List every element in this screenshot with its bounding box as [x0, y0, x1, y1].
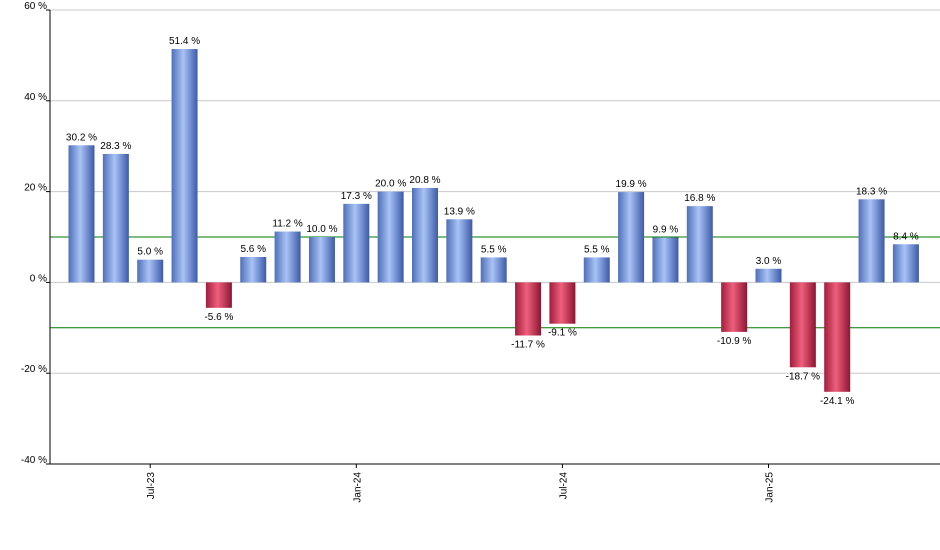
x-tick-label: Jul-24 [558, 472, 569, 500]
bar [171, 49, 198, 283]
bar [205, 282, 232, 308]
bar [137, 259, 164, 283]
data-label: 30.2 % [66, 132, 97, 143]
x-tick-label: Jul-23 [146, 472, 157, 500]
data-label: -9.1 % [548, 328, 577, 339]
bar [446, 219, 473, 283]
data-label: 17.3 % [341, 191, 372, 202]
bar [274, 231, 301, 283]
bar [549, 282, 576, 324]
y-tick-label: 40 % [24, 92, 47, 103]
data-label: 3.0 % [756, 256, 782, 267]
data-label: 5.5 % [481, 244, 507, 255]
axes: 60 % 40 % 20 % 0 % -20 % -40 % Jul-23 Jan-24 Jul… [21, 1, 940, 503]
data-label: -5.6 % [204, 312, 233, 323]
data-label: -10.9 % [717, 336, 752, 347]
y-tick-label: 20 % [24, 183, 47, 194]
bar [412, 187, 438, 283]
bar [343, 203, 370, 283]
bar [686, 206, 713, 283]
bar [240, 256, 267, 283]
bar [824, 282, 851, 392]
data-label: -11.7 % [511, 340, 545, 351]
bar [721, 282, 748, 332]
data-label: 8.4 % [893, 231, 919, 242]
data-label: -24.1 % [820, 396, 855, 407]
data-label: 28.3 % [100, 141, 131, 152]
data-label: 13.9 % [444, 206, 475, 217]
data-label: 18.3 % [856, 186, 887, 197]
data-label: -18.7 % [786, 371, 821, 382]
y-tick-label: 0 % [30, 273, 47, 284]
data-label: 16.8 % [684, 193, 715, 204]
bar [480, 257, 507, 283]
y-tick-label: -20 % [21, 364, 47, 375]
data-label: 51.4 % [169, 36, 200, 47]
bar [68, 145, 95, 283]
data-label: 11.2 % [272, 219, 302, 230]
bar [858, 199, 885, 283]
data-label: 5.6 % [240, 244, 266, 255]
data-label: 5.0 % [137, 247, 163, 258]
data-label: 10.0 % [306, 224, 337, 235]
data-label: 9.9 % [653, 224, 679, 235]
y-tick-label: -40 % [21, 455, 47, 466]
bar [618, 192, 645, 283]
bar [308, 237, 335, 283]
bar [892, 244, 919, 283]
x-tick-label: Jan-24 [352, 472, 363, 503]
bar [789, 282, 816, 368]
bar [102, 153, 129, 283]
data-label: 19.9 % [616, 179, 647, 190]
bar [515, 282, 542, 336]
data-label: 20.0 % [375, 179, 406, 190]
bars [68, 49, 919, 392]
x-tick-label: Jan-25 [765, 472, 776, 503]
bar [652, 237, 679, 283]
data-labels: 30.2 %28.3 % 5.0 % 51.4 % -5.6 % 5.6 % 11.2 %… [66, 36, 919, 407]
y-tick-label: 60 % [24, 1, 47, 12]
data-label: 5.5 % [584, 244, 610, 255]
bar [583, 257, 610, 283]
bar [377, 191, 404, 283]
bar [755, 268, 782, 283]
data-label: 20.8 % [409, 175, 440, 186]
